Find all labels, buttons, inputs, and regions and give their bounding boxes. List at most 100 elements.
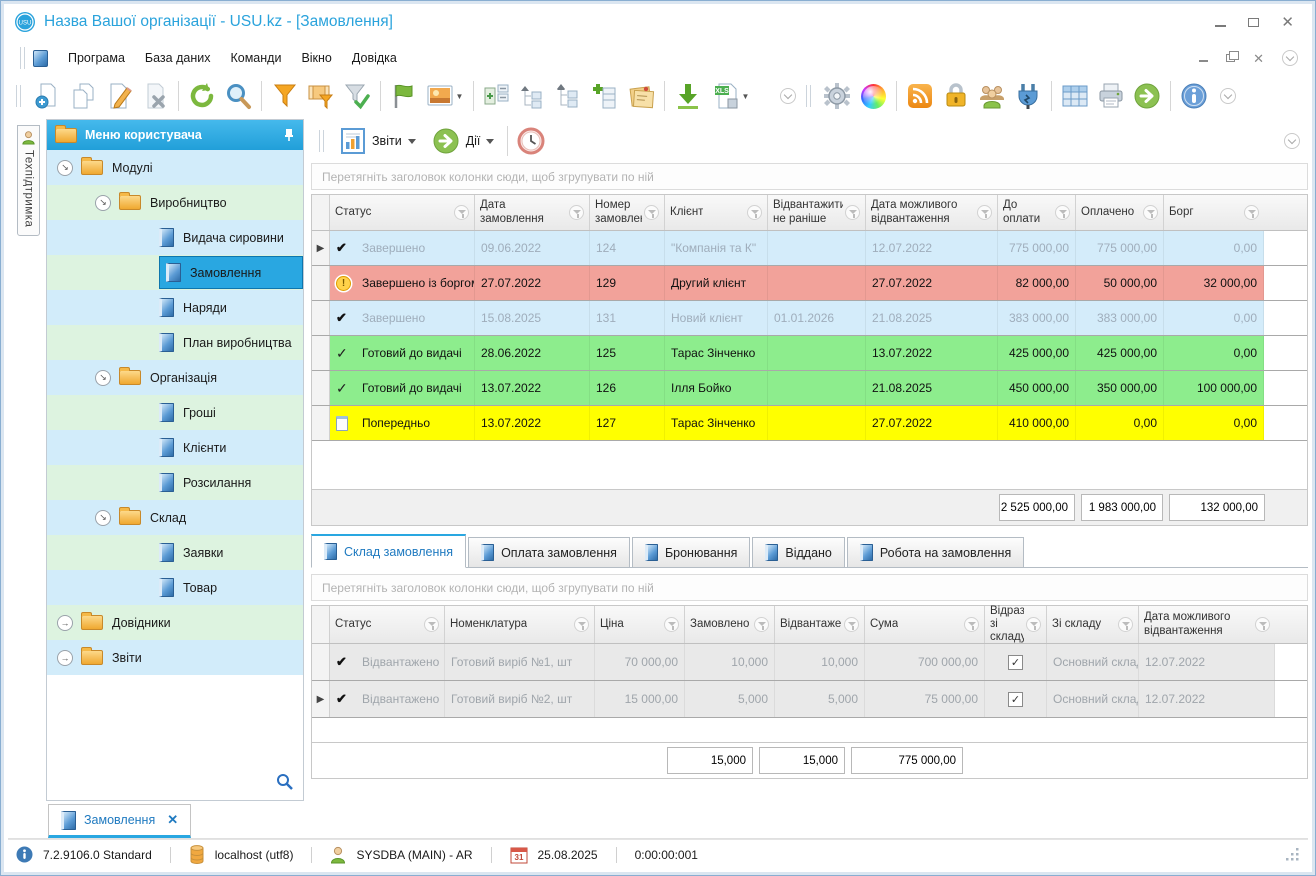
mdi-close-icon[interactable]: ✕ bbox=[1253, 50, 1264, 66]
resize-grip[interactable] bbox=[1286, 847, 1300, 862]
toolbar-overflow-icon[interactable] bbox=[1220, 88, 1236, 104]
item-row[interactable]: ▶ ✔ Відвантажено Готовий виріб №2, шт 15 … bbox=[312, 681, 1307, 718]
collapse-tree-icon[interactable] bbox=[551, 77, 587, 115]
order-row[interactable]: ! Завершено із боргом 27.07.2022 129 Друг… bbox=[312, 266, 1307, 301]
window-menu-icon[interactable] bbox=[33, 49, 48, 67]
flag-icon[interactable] bbox=[386, 77, 422, 115]
plugin-icon[interactable] bbox=[1010, 77, 1046, 115]
orders-col-number[interactable]: Номер замовлення bbox=[590, 195, 665, 230]
filter-icon[interactable] bbox=[267, 77, 303, 115]
table-grid-icon[interactable] bbox=[1057, 77, 1093, 115]
collapse-node-icon[interactable]: ↘ bbox=[95, 194, 111, 211]
items-col-shipped[interactable]: Відвантажено bbox=[775, 606, 865, 643]
filter-funnel-icon[interactable] bbox=[977, 205, 992, 220]
items-col-status[interactable]: Статус bbox=[330, 606, 445, 643]
filter-funnel-icon[interactable] bbox=[844, 617, 859, 632]
items-col-nomenclature[interactable]: Номенклатура bbox=[445, 606, 595, 643]
tree-item-vydacha-syrovyny[interactable]: Видача сировини bbox=[47, 220, 303, 255]
mdi-restore-icon[interactable] bbox=[1226, 51, 1240, 62]
order-row[interactable]: ▶ ✔ Завершено 09.06.2022 124 "Компанія та… bbox=[312, 231, 1307, 266]
support-tab[interactable]: Техпідтримка bbox=[17, 125, 40, 237]
tree-item-dovidnyky[interactable]: → Довідники bbox=[47, 605, 303, 640]
filter-funnel-icon[interactable] bbox=[964, 617, 979, 632]
print-icon[interactable] bbox=[1093, 77, 1129, 115]
menu-help[interactable]: Довідка bbox=[351, 51, 397, 65]
filter-by-column-icon[interactable] bbox=[303, 77, 339, 115]
order-row[interactable]: ✔ Завершено 15.08.2025 131 Новий клієнт 0… bbox=[312, 301, 1307, 336]
menu-programa[interactable]: Програма bbox=[68, 51, 125, 65]
go-icon[interactable] bbox=[1129, 77, 1165, 115]
orders-col-paid[interactable]: Оплачено bbox=[1076, 195, 1164, 230]
actions-button[interactable]: Дії bbox=[424, 124, 503, 158]
actionbar-overflow-icon[interactable] bbox=[1284, 133, 1300, 149]
colors-icon[interactable] bbox=[855, 77, 891, 115]
orders-col-client[interactable]: Клієнт bbox=[665, 195, 768, 230]
search-icon[interactable] bbox=[220, 77, 256, 115]
orders-col-to-pay[interactable]: До оплати bbox=[998, 195, 1076, 230]
tree-item-rozsylannia[interactable]: Розсилання bbox=[47, 465, 303, 500]
sidebar-header[interactable]: Меню користувача bbox=[47, 120, 303, 150]
close-icon[interactable]: ✕ bbox=[1281, 13, 1294, 31]
tree-item-zamovlennia-selected[interactable]: Замовлення bbox=[47, 255, 303, 290]
tree-item-zvity[interactable]: → Звіти bbox=[47, 640, 303, 675]
orders-col-date[interactable]: Дата замовлення bbox=[475, 195, 590, 230]
tab-close-icon[interactable]: ✕ bbox=[167, 812, 179, 827]
items-col-sum[interactable]: Сума bbox=[865, 606, 985, 643]
filter-funnel-icon[interactable] bbox=[1143, 205, 1158, 220]
collapse-node-icon[interactable]: ↘ bbox=[95, 509, 111, 526]
tab-broniuvannia[interactable]: Бронювання bbox=[631, 537, 751, 567]
orders-col-debt[interactable]: Борг bbox=[1164, 195, 1264, 230]
import-icon[interactable] bbox=[670, 77, 706, 115]
collapse-node-icon[interactable]: ↘ bbox=[95, 369, 111, 386]
toolbar-grip[interactable] bbox=[20, 47, 25, 69]
tree-item-kliienty[interactable]: Клієнти bbox=[47, 430, 303, 465]
add-row-icon[interactable] bbox=[587, 77, 623, 115]
item-row[interactable]: ✔ Відвантажено Готовий виріб №1, шт 70 00… bbox=[312, 644, 1307, 681]
tab-sklad-zamovlennia[interactable]: Склад замовлення bbox=[311, 534, 467, 568]
toolbar-grip[interactable] bbox=[319, 130, 324, 152]
toolbar-overflow-icon[interactable] bbox=[780, 88, 796, 104]
info-icon[interactable] bbox=[1176, 77, 1212, 115]
pin-icon[interactable] bbox=[283, 128, 295, 142]
copy-document-icon[interactable] bbox=[65, 77, 101, 115]
menubar-overflow-icon[interactable] bbox=[1282, 50, 1298, 66]
checkbox-checked-icon[interactable]: ✓ bbox=[1008, 691, 1023, 707]
filter-funnel-icon[interactable] bbox=[1118, 617, 1133, 632]
items-group-panel[interactable]: Перетягніть заголовок колонки сюди, щоб … bbox=[311, 574, 1308, 601]
order-row[interactable]: Попередньо 13.07.2022 127 Тарас Зінченко… bbox=[312, 406, 1307, 441]
tree-item-zaiavky[interactable]: Заявки bbox=[47, 535, 303, 570]
expand-node-icon[interactable]: → bbox=[57, 649, 73, 666]
refresh-icon[interactable] bbox=[184, 77, 220, 115]
timer-clock-icon[interactable] bbox=[513, 122, 549, 160]
filter-funnel-icon[interactable] bbox=[1244, 205, 1259, 220]
items-col-from-stock[interactable]: Відразу зі складу bbox=[985, 605, 1047, 643]
tab-viddano[interactable]: Віддано bbox=[752, 537, 845, 567]
settings-gear-icon[interactable] bbox=[819, 77, 855, 115]
items-col-price[interactable]: Ціна bbox=[595, 606, 685, 643]
tree-item-tovar[interactable]: Товар bbox=[47, 570, 303, 605]
tree-item-nariady[interactable]: Наряди bbox=[47, 290, 303, 325]
minimize-icon[interactable] bbox=[1215, 25, 1227, 27]
filter-apply-icon[interactable] bbox=[339, 77, 375, 115]
tab-robota-na-zamovlennia[interactable]: Робота на замовлення bbox=[846, 537, 1025, 567]
filter-funnel-icon[interactable] bbox=[664, 617, 679, 632]
collapse-node-icon[interactable]: ↘ bbox=[57, 159, 73, 176]
tree-item-moduli[interactable]: ↘ Модулі bbox=[47, 150, 303, 185]
edit-document-icon[interactable] bbox=[101, 77, 137, 115]
image-icon[interactable]: ▼ bbox=[422, 77, 468, 115]
delete-document-icon[interactable] bbox=[137, 77, 173, 115]
menu-commands[interactable]: Команди bbox=[230, 51, 282, 65]
orders-col-not-before[interactable]: Відвантажити не раніше bbox=[768, 195, 866, 230]
document-tab-zamovlennia[interactable]: Замовлення ✕ bbox=[48, 804, 192, 838]
filter-funnel-icon[interactable] bbox=[574, 617, 589, 632]
users-icon[interactable] bbox=[974, 77, 1010, 115]
tree-item-sklad[interactable]: ↘ Склад bbox=[47, 500, 303, 535]
orders-group-panel[interactable]: Перетягніть заголовок колонки сюди, щоб … bbox=[311, 163, 1308, 190]
filter-funnel-icon[interactable] bbox=[424, 617, 439, 632]
filter-funnel-icon[interactable] bbox=[569, 205, 584, 220]
filter-funnel-icon[interactable] bbox=[1255, 617, 1270, 632]
filter-funnel-icon[interactable] bbox=[845, 205, 860, 220]
tab-oplata-zamovlennia[interactable]: Оплата замовлення bbox=[468, 537, 630, 567]
orders-col-possible-date[interactable]: Дата можливого відвантаження bbox=[866, 195, 998, 230]
maximize-icon[interactable] bbox=[1248, 17, 1260, 27]
